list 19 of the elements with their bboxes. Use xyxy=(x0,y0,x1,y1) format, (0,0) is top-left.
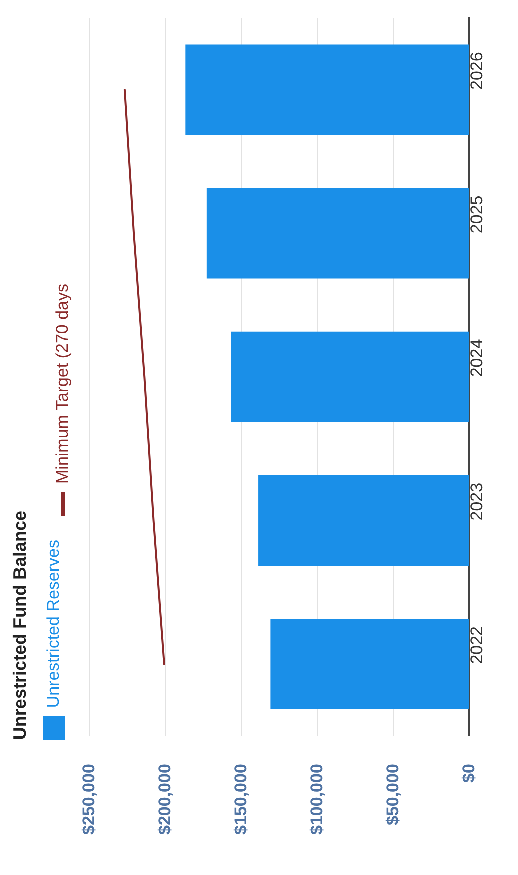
x-tick-label: $250,000 xyxy=(80,764,99,835)
x-tick-label: $100,000 xyxy=(307,764,326,835)
bar xyxy=(231,332,470,422)
y-tick-label: 2024 xyxy=(467,339,486,378)
x-tick-label: $0 xyxy=(459,764,478,784)
text: Minimum Target (270 days xyxy=(53,284,73,484)
x-tick-label: $150,000 xyxy=(232,764,251,835)
bar xyxy=(206,188,470,279)
y-tick-label: 2026 xyxy=(467,52,486,90)
y-tick-label: 2022 xyxy=(467,626,486,664)
y-tick-label: 2023 xyxy=(467,482,486,521)
text: Unrestricted Reserves xyxy=(44,540,64,708)
x-tick-label: $200,000 xyxy=(156,764,175,835)
bar xyxy=(258,476,470,566)
bar xyxy=(270,619,470,710)
y-tick-label: 2025 xyxy=(467,196,486,234)
x-tick-label: $50,000 xyxy=(383,764,402,826)
bar xyxy=(186,44,470,136)
text: Unrestricted Fund Balance xyxy=(10,510,31,740)
